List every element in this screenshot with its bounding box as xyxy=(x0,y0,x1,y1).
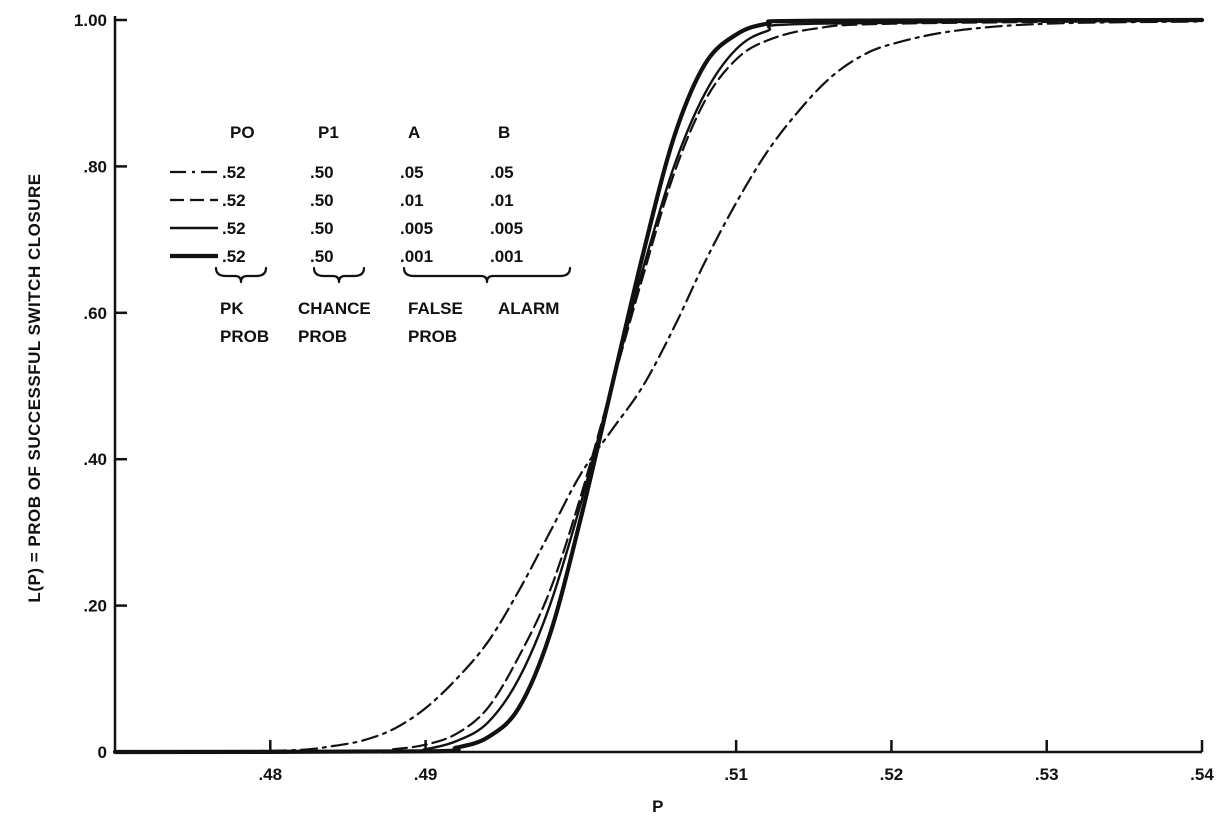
legend-group-label: CHANCE xyxy=(298,299,371,318)
legend-group-label: PROB xyxy=(298,327,347,346)
legend-header: PO xyxy=(230,123,255,142)
legend-cell: .50 xyxy=(310,219,334,238)
legend-cell: .001 xyxy=(490,247,523,266)
y-tick-label: .80 xyxy=(83,157,107,176)
legend-brace xyxy=(312,266,366,284)
series-line-thick-solid xyxy=(112,17,1205,755)
x-tick-label: .54 xyxy=(1190,765,1214,784)
series-line-solid xyxy=(113,18,1204,754)
legend-cell: .52 xyxy=(222,219,246,238)
legend-cell: .50 xyxy=(310,163,334,182)
y-tick-label: .20 xyxy=(83,597,107,616)
legend-cell: .05 xyxy=(490,163,514,182)
legend-brace xyxy=(214,266,268,284)
x-tick-label: .53 xyxy=(1035,765,1059,784)
legend-cell: .005 xyxy=(400,219,433,238)
legend-cell: .52 xyxy=(222,163,246,182)
legend-cell: .001 xyxy=(400,247,433,266)
y-tick-label: 0 xyxy=(98,743,107,762)
legend-table: PO P1 A B .52 .50 .05 .05 .52 .50 .01 .01 .52 .50 .005… xyxy=(170,123,572,346)
legend-cell: .05 xyxy=(400,163,424,182)
ticks: 0 .20 .40 .60 .80 1.00 .48 .49 .51 .52 .53 .54 xyxy=(74,11,1214,784)
legend-group-label: PROB xyxy=(408,327,457,346)
axes xyxy=(113,16,1202,754)
legend-brace xyxy=(402,266,572,284)
x-axis-label: P xyxy=(652,797,664,816)
legend-header: A xyxy=(408,123,420,142)
legend-group-label: ALARM xyxy=(498,299,559,318)
legend-cell: .52 xyxy=(222,247,246,266)
curves xyxy=(112,17,1205,755)
x-tick-label: .51 xyxy=(724,765,748,784)
x-tick-label: .52 xyxy=(880,765,904,784)
legend-header: B xyxy=(498,123,510,142)
legend-cell: .01 xyxy=(490,191,514,210)
y-tick-label: 1.00 xyxy=(74,11,107,30)
legend-group-label: FALSE xyxy=(408,299,463,318)
legend-cell: .50 xyxy=(310,247,334,266)
legend-group-label: PK xyxy=(220,299,244,318)
y-tick-label: .40 xyxy=(83,450,107,469)
series-line-dash-dot xyxy=(113,20,1204,754)
legend-cell: .52 xyxy=(222,191,246,210)
legend-cell: .01 xyxy=(400,191,424,210)
legend-cell: .005 xyxy=(490,219,523,238)
x-tick-label: .49 xyxy=(414,765,438,784)
legend-group-label: PROB xyxy=(220,327,269,346)
legend-header: P1 xyxy=(318,123,339,142)
legend-cell: .50 xyxy=(310,191,334,210)
x-tick-label: .48 xyxy=(258,765,282,784)
y-tick-label: .60 xyxy=(83,304,107,323)
series-line-dashed xyxy=(113,19,1204,754)
y-axis-label: L(P) = PROB OF SUCCESSFUL SWITCH CLOSURE xyxy=(25,173,44,602)
